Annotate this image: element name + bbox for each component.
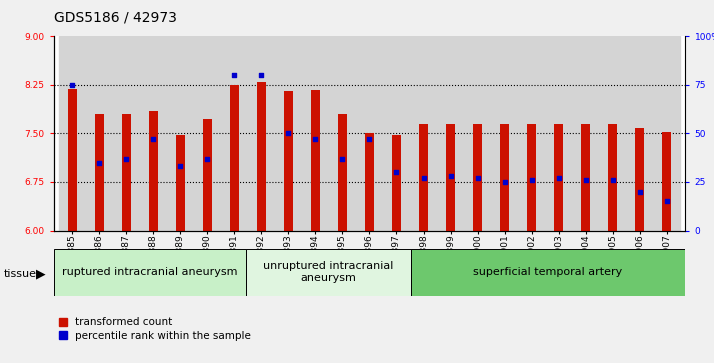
Point <box>283 131 294 136</box>
Point <box>256 72 267 78</box>
Bar <box>392 135 401 231</box>
Point <box>66 82 78 88</box>
Bar <box>383 36 410 231</box>
Text: ruptured intracranial aneurysm: ruptured intracranial aneurysm <box>62 267 238 277</box>
Bar <box>113 36 140 231</box>
Text: unruptured intracranial
aneurysm: unruptured intracranial aneurysm <box>263 261 393 283</box>
Bar <box>149 111 159 231</box>
Point <box>472 175 483 181</box>
Point <box>445 173 456 179</box>
Bar <box>473 124 482 231</box>
Point <box>580 177 591 183</box>
Point <box>148 136 159 142</box>
Bar <box>203 119 212 231</box>
Point <box>499 179 511 185</box>
Bar <box>329 36 356 231</box>
Bar <box>68 89 77 231</box>
Bar <box>662 132 671 231</box>
Bar <box>500 124 509 231</box>
Bar <box>411 249 685 296</box>
Bar <box>221 36 248 231</box>
Point <box>94 160 105 166</box>
Point <box>661 199 673 204</box>
Bar <box>356 36 383 231</box>
Bar <box>167 36 194 231</box>
Bar <box>554 124 563 231</box>
Point <box>337 156 348 162</box>
Text: superficial temporal artery: superficial temporal artery <box>473 267 623 277</box>
Point <box>634 189 645 195</box>
Point <box>175 163 186 169</box>
Bar <box>572 36 599 231</box>
Bar <box>599 36 626 231</box>
Bar <box>635 128 644 231</box>
Bar <box>246 249 411 296</box>
Point <box>121 156 132 162</box>
Point <box>310 136 321 142</box>
Point <box>363 136 376 142</box>
Point <box>553 175 564 181</box>
Bar <box>491 36 518 231</box>
Bar <box>248 36 275 231</box>
Text: tissue: tissue <box>4 269 36 279</box>
Bar <box>176 135 185 231</box>
Text: GDS5186 / 42973: GDS5186 / 42973 <box>54 11 176 25</box>
Bar <box>59 36 86 231</box>
Bar <box>275 36 302 231</box>
Bar <box>283 91 293 231</box>
Bar <box>419 124 428 231</box>
Point <box>418 175 429 181</box>
Bar <box>257 82 266 231</box>
Bar <box>437 36 464 231</box>
Legend: transformed count, percentile rank within the sample: transformed count, percentile rank withi… <box>59 317 251 340</box>
Point <box>202 156 213 162</box>
Bar <box>365 134 374 231</box>
Bar <box>54 249 246 296</box>
Bar <box>140 36 167 231</box>
Bar <box>464 36 491 231</box>
Bar <box>230 85 239 231</box>
Bar <box>626 36 653 231</box>
Bar <box>410 36 437 231</box>
Bar <box>518 36 545 231</box>
Bar <box>302 36 329 231</box>
Bar <box>580 124 590 231</box>
Point <box>391 170 402 175</box>
Bar <box>86 36 113 231</box>
Bar <box>527 124 536 231</box>
Point <box>228 72 240 78</box>
Bar <box>338 114 347 231</box>
Bar <box>608 124 618 231</box>
Bar <box>121 114 131 231</box>
Point <box>526 177 537 183</box>
Text: ▶: ▶ <box>36 268 45 281</box>
Bar <box>446 124 456 231</box>
Bar <box>545 36 572 231</box>
Bar <box>95 114 104 231</box>
Point <box>607 177 618 183</box>
Bar <box>194 36 221 231</box>
Bar <box>653 36 680 231</box>
Bar <box>311 90 320 231</box>
